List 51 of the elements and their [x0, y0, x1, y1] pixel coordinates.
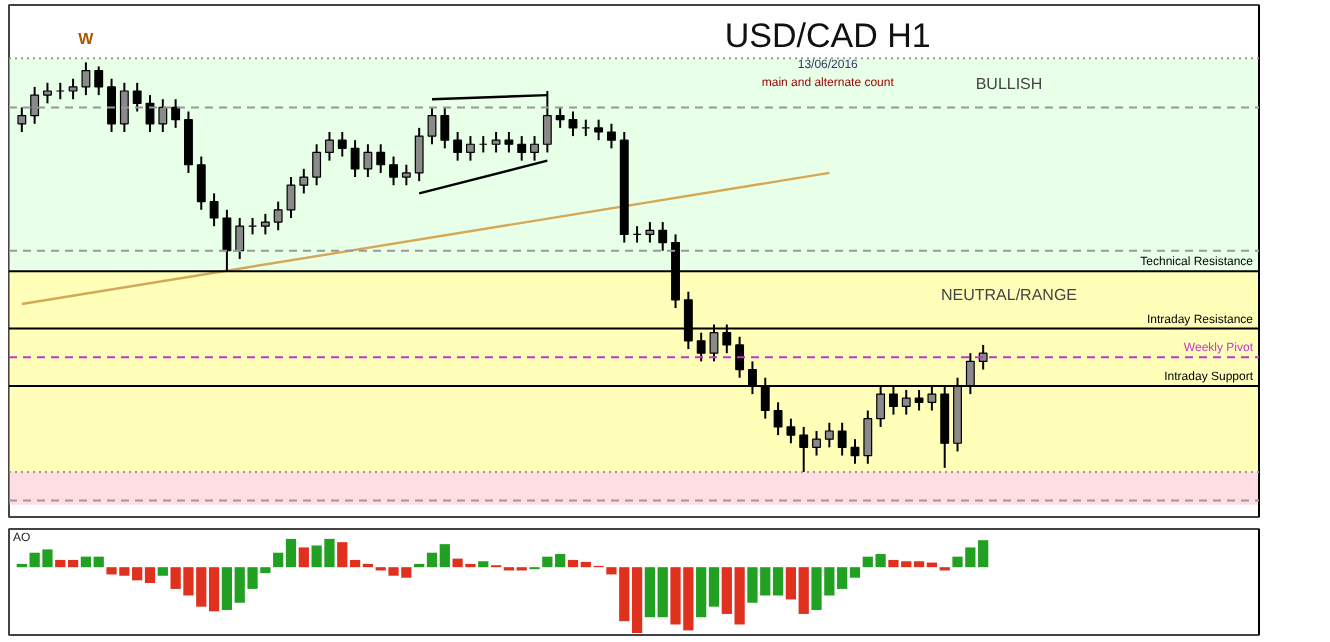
- candlestick: [273, 200, 283, 232]
- candlestick: [517, 135, 527, 162]
- candlestick: [568, 110, 578, 138]
- candlestick: [645, 221, 655, 244]
- candlestick: [299, 167, 309, 195]
- candlestick: [799, 425, 809, 473]
- candlestick: [401, 163, 411, 187]
- candlestick: [196, 155, 206, 211]
- candlestick: [824, 421, 834, 449]
- annotation: W: [78, 30, 95, 49]
- candlestick: [107, 77, 116, 133]
- candlestick: [607, 122, 616, 150]
- candlestick: [286, 176, 296, 219]
- candlestick: [773, 401, 783, 437]
- candlestick: [863, 409, 873, 465]
- candlestick: [389, 155, 398, 187]
- candlestick: [594, 118, 604, 142]
- candlestick: [132, 81, 142, 113]
- candlestick: [312, 143, 322, 187]
- bar: [478, 561, 489, 568]
- candlestick: [81, 61, 91, 97]
- candlestick: [68, 77, 78, 101]
- candlestick: [376, 143, 386, 174]
- chart-title: USD/CAD H1: [724, 16, 931, 55]
- candlestick: [209, 192, 219, 228]
- candlestick: [466, 135, 475, 162]
- band-label: BULLISH: [975, 74, 1043, 93]
- candlestick: [440, 106, 450, 150]
- candlestick: [184, 110, 193, 174]
- band-label: NEUTRAL/RANGE: [940, 286, 1078, 305]
- candlestick: [94, 65, 104, 97]
- candlestick: [735, 335, 745, 379]
- candlestick: [453, 130, 463, 162]
- candlestick: [325, 130, 334, 162]
- candlestick: [171, 98, 181, 129]
- candlestick: [812, 429, 821, 457]
- candlestick: [786, 417, 796, 445]
- candlestick: [260, 212, 270, 236]
- candlestick: [658, 221, 668, 252]
- candlestick: [555, 106, 565, 129]
- bar: [157, 567, 168, 576]
- candlestick: [235, 216, 245, 260]
- candlestick: [43, 81, 52, 105]
- candlestick: [414, 126, 424, 183]
- candlestick: [30, 85, 40, 125]
- candlestick: [119, 81, 129, 133]
- candlestick: [17, 106, 27, 133]
- candlestick: [158, 98, 168, 133]
- candlestick: [427, 106, 437, 146]
- candlestick: [337, 130, 347, 158]
- bar: [298, 547, 309, 568]
